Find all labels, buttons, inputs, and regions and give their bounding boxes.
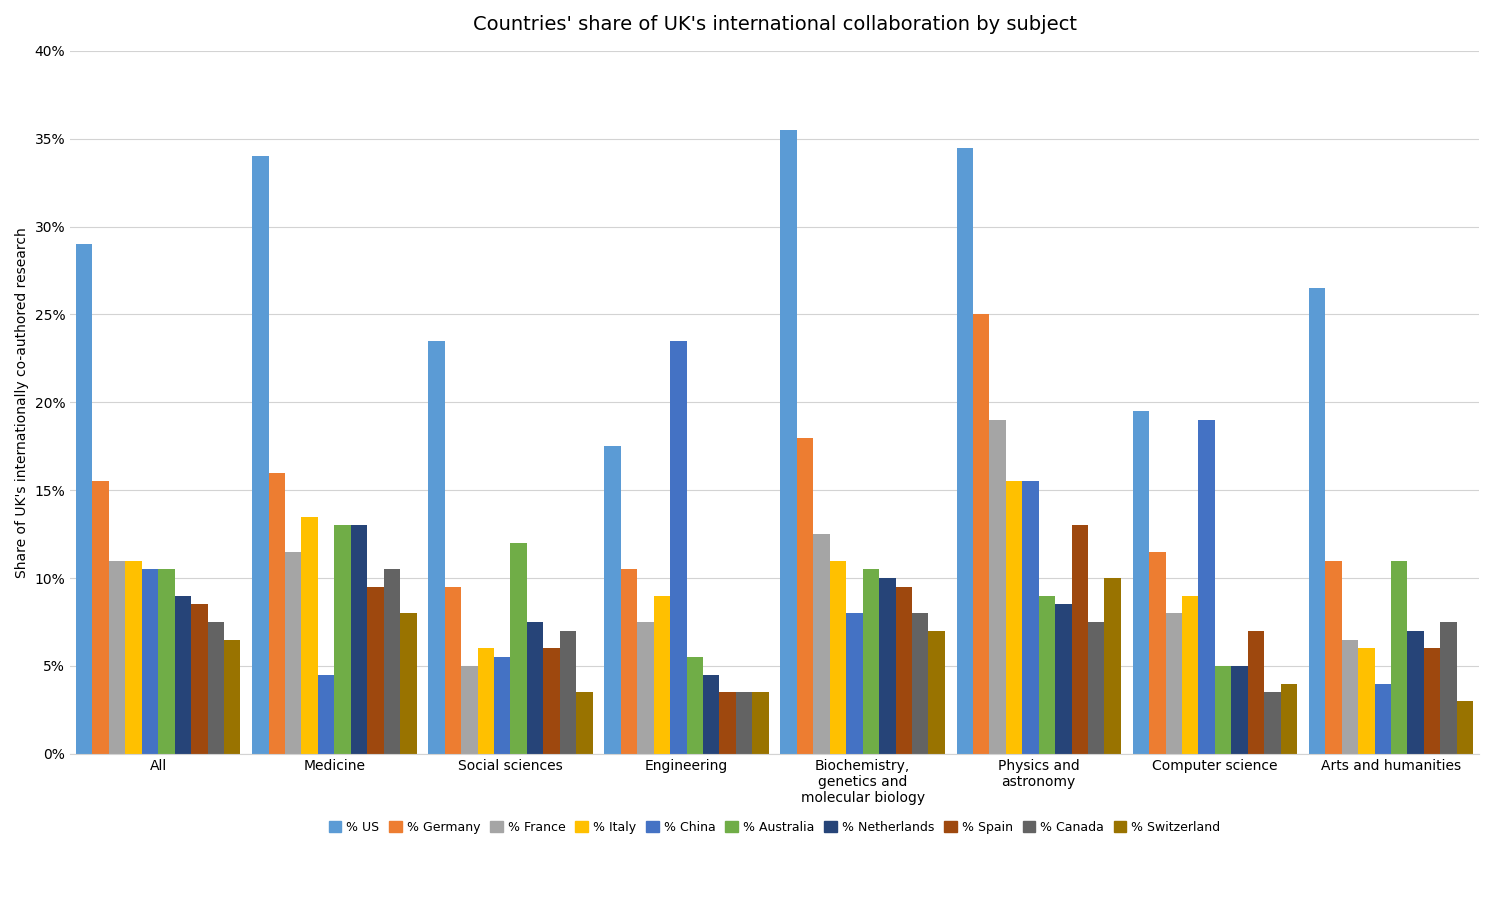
Bar (544, 648, 560, 754)
Bar (560, 631, 577, 754)
Bar (1247, 631, 1264, 754)
Bar (109, 560, 125, 754)
Y-axis label: Share of UK's internationally co-authored research: Share of UK's internationally co-authore… (15, 227, 28, 577)
Bar (737, 693, 753, 754)
Bar (989, 419, 1005, 754)
Bar (687, 657, 704, 754)
Bar (302, 517, 318, 754)
Bar (704, 675, 720, 754)
Bar (911, 613, 928, 754)
Bar (638, 622, 654, 754)
Bar (1132, 411, 1149, 754)
Bar (671, 340, 687, 754)
Bar (175, 596, 191, 754)
Bar (285, 552, 302, 754)
Bar (605, 447, 622, 754)
Bar (76, 244, 93, 754)
Bar (208, 622, 224, 754)
Bar (878, 578, 895, 754)
Bar (1391, 560, 1407, 754)
Bar (351, 526, 368, 754)
Bar (1165, 613, 1182, 754)
Bar (720, 693, 737, 754)
Bar (224, 639, 241, 754)
Bar (1215, 666, 1231, 754)
Bar (1231, 666, 1247, 754)
Bar (846, 613, 862, 754)
Bar (829, 560, 846, 754)
Bar (1264, 693, 1280, 754)
Bar (318, 675, 335, 754)
Bar (1424, 648, 1440, 754)
Bar (1005, 481, 1022, 754)
Bar (1280, 684, 1297, 754)
Bar (125, 560, 142, 754)
Bar (384, 569, 400, 754)
Bar (956, 147, 973, 754)
Bar (1374, 684, 1391, 754)
Bar (622, 569, 638, 754)
Bar (1104, 578, 1120, 754)
Bar (1309, 288, 1325, 754)
Bar (335, 526, 351, 754)
Bar (895, 587, 911, 754)
Bar (252, 156, 269, 754)
Title: Countries' share of UK's international collaboration by subject: Countries' share of UK's international c… (472, 15, 1077, 34)
Bar (1440, 622, 1457, 754)
Bar (1457, 701, 1473, 754)
Bar (1407, 631, 1424, 754)
Bar (654, 596, 671, 754)
Bar (577, 693, 593, 754)
Bar (780, 130, 796, 754)
Bar (478, 648, 495, 754)
Bar (1358, 648, 1374, 754)
Bar (495, 657, 511, 754)
Legend: % US, % Germany, % France, % Italy, % China, % Australia, % Netherlands, % Spain: % US, % Germany, % France, % Italy, % Ch… (324, 816, 1225, 839)
Bar (191, 605, 208, 754)
Bar (1022, 481, 1038, 754)
Bar (158, 569, 175, 754)
Bar (269, 473, 285, 754)
Bar (527, 622, 544, 754)
Bar (796, 438, 813, 754)
Bar (142, 569, 158, 754)
Bar (1038, 596, 1055, 754)
Bar (1071, 526, 1088, 754)
Bar (1325, 560, 1342, 754)
Bar (1182, 596, 1198, 754)
Bar (973, 314, 989, 754)
Bar (1149, 552, 1165, 754)
Bar (753, 693, 769, 754)
Bar (368, 587, 384, 754)
Bar (511, 543, 527, 754)
Bar (445, 587, 462, 754)
Bar (813, 534, 829, 754)
Bar (1088, 622, 1104, 754)
Bar (1055, 605, 1071, 754)
Bar (93, 481, 109, 754)
Bar (462, 666, 478, 754)
Bar (400, 613, 417, 754)
Bar (862, 569, 878, 754)
Bar (429, 340, 445, 754)
Bar (928, 631, 944, 754)
Bar (1198, 419, 1215, 754)
Bar (1342, 639, 1358, 754)
